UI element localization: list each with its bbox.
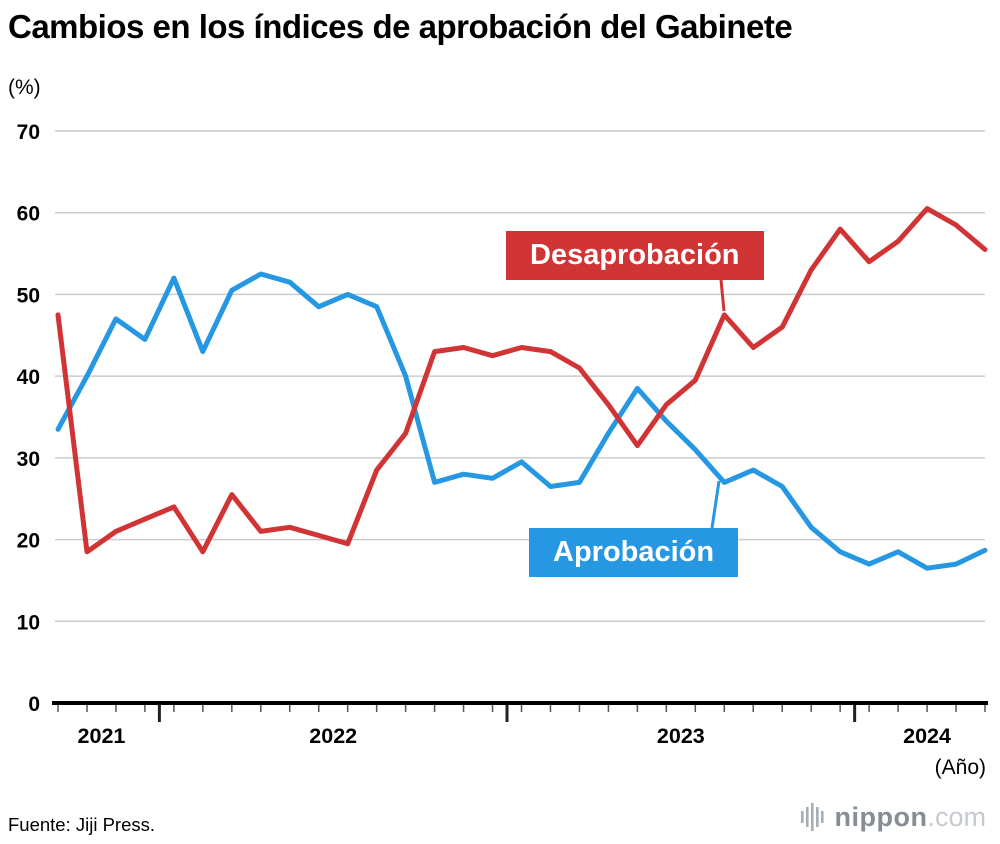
- disapproval-line: [55, 206, 988, 555]
- source-note: Fuente: Jiji Press.: [8, 814, 156, 835]
- nippon-logo: nippon .com: [800, 798, 986, 836]
- year-label: 2022: [309, 724, 357, 748]
- nippon-logo-tld: .com: [927, 801, 986, 832]
- y-tick-label: 30: [17, 448, 40, 471]
- disapproval-leader-line: [719, 279, 726, 312]
- y-tick-label: 40: [17, 366, 40, 389]
- x-axis-unit-label: (Año): [934, 756, 986, 779]
- nippon-bars-icon: [800, 803, 824, 831]
- y-tick-label: 20: [17, 530, 40, 553]
- y-tick-label: 70: [17, 121, 40, 144]
- y-tick-label: 10: [17, 611, 40, 634]
- year-label: 2024: [903, 724, 951, 748]
- page-title: Cambios en los índices de aprobación del…: [8, 8, 793, 45]
- year-label: 2021: [78, 724, 126, 748]
- approval-leader-line: [710, 480, 721, 529]
- disapproval-series-label: Desaprobación: [506, 231, 764, 280]
- year-label: 2023: [657, 724, 705, 748]
- approval-line: [55, 271, 988, 571]
- approval-series-label: Aprobación: [529, 528, 739, 577]
- nippon-logo-text: nippon: [834, 801, 928, 832]
- y-axis-unit-label: (%): [8, 76, 41, 99]
- y-tick-label: 60: [17, 203, 40, 226]
- y-tick-label: 50: [17, 284, 40, 307]
- y-tick-label: 0: [28, 693, 40, 716]
